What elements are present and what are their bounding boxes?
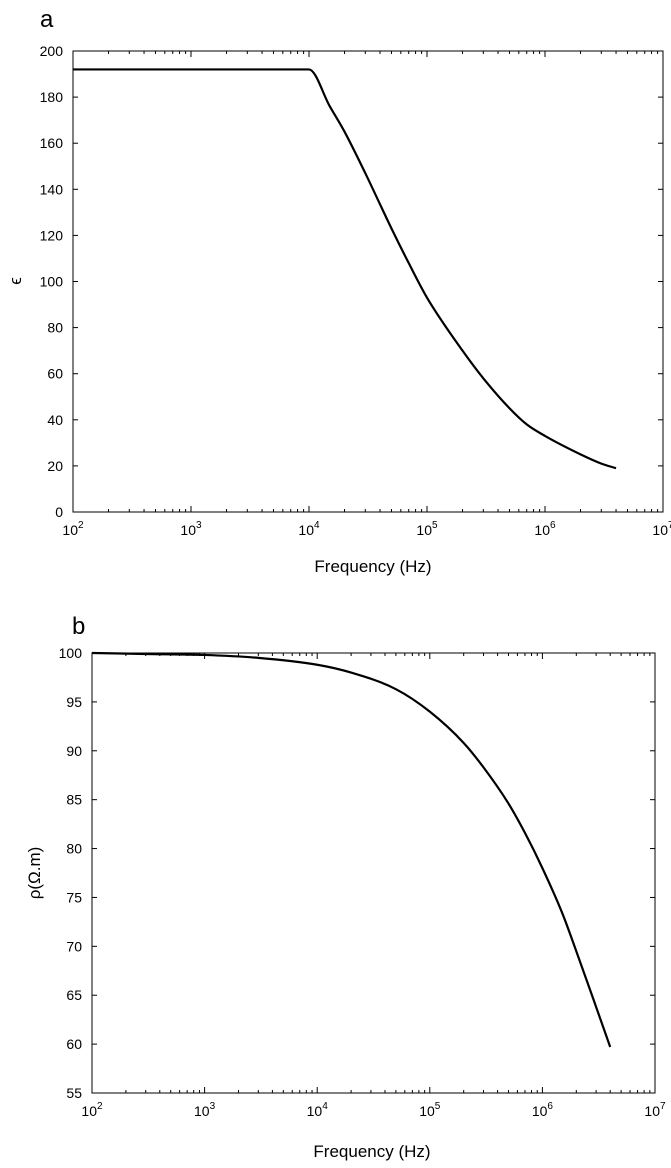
panel-label-a: a xyxy=(40,6,54,33)
ticks-a xyxy=(72,50,664,513)
y-tick-labels-b: 55 60 65 70 75 80 85 90 95 100 xyxy=(59,645,83,1101)
series-line-a xyxy=(72,68,617,470)
x-tick-label: 102 xyxy=(81,1101,103,1119)
y-axis-title-b: ρ(Ω.m) xyxy=(25,847,44,900)
x-tick-label: 104 xyxy=(307,1101,329,1119)
y-tick-label: 60 xyxy=(47,366,63,382)
y-axis-title-a: ϵ xyxy=(6,277,25,285)
x-tick-label: 103 xyxy=(194,1101,216,1119)
y-tick-label: 95 xyxy=(66,694,82,710)
y-tick-label: 75 xyxy=(66,889,82,905)
x-tick-label: 104 xyxy=(298,520,320,538)
y-tick-label: 160 xyxy=(40,135,64,151)
x-tick-label: 107 xyxy=(652,520,671,538)
y-tick-label: 100 xyxy=(59,645,83,661)
x-axis-title-b: Frequency (Hz) xyxy=(313,1142,430,1161)
y-tick-label: 20 xyxy=(47,458,63,474)
y-tick-label: 180 xyxy=(40,89,64,105)
y-tick-label: 140 xyxy=(40,181,64,197)
y-tick-label: 85 xyxy=(66,792,82,808)
x-axis-title-a: Frequency (Hz) xyxy=(314,557,431,576)
x-tick-labels-b: 102 103 104 105 106 107 xyxy=(81,1101,666,1119)
series-line-b xyxy=(91,651,612,1048)
y-tick-label: 120 xyxy=(40,227,64,243)
y-tick-label: 60 xyxy=(66,1036,82,1052)
x-tick-label: 105 xyxy=(416,520,438,538)
y-tick-label: 0 xyxy=(55,504,63,520)
y-tick-label: 100 xyxy=(40,274,64,290)
plot-frame-a xyxy=(72,50,664,513)
y-tick-label: 80 xyxy=(47,320,63,336)
plot-frame-b xyxy=(91,652,656,1094)
x-tick-label: 102 xyxy=(62,520,84,538)
y-tick-label: 80 xyxy=(66,841,82,857)
y-tick-labels-a: 0 20 40 60 80 100 120 140 160 180 200 xyxy=(40,43,64,520)
y-tick-label: 65 xyxy=(66,987,82,1003)
y-tick-label: 40 xyxy=(47,412,63,428)
x-tick-label: 105 xyxy=(419,1101,441,1119)
panel-label-b: b xyxy=(72,613,85,640)
x-tick-label: 107 xyxy=(644,1101,666,1119)
y-tick-label: 90 xyxy=(66,743,82,759)
ticks-b xyxy=(91,652,656,1094)
x-tick-label: 106 xyxy=(534,520,556,538)
x-tick-label: 103 xyxy=(180,520,202,538)
y-tick-label: 200 xyxy=(40,43,64,59)
x-tick-labels-a: 102 103 104 105 106 107 xyxy=(62,520,671,538)
x-tick-label: 106 xyxy=(532,1101,554,1119)
y-tick-label: 55 xyxy=(66,1085,82,1101)
y-tick-label: 70 xyxy=(66,938,82,954)
